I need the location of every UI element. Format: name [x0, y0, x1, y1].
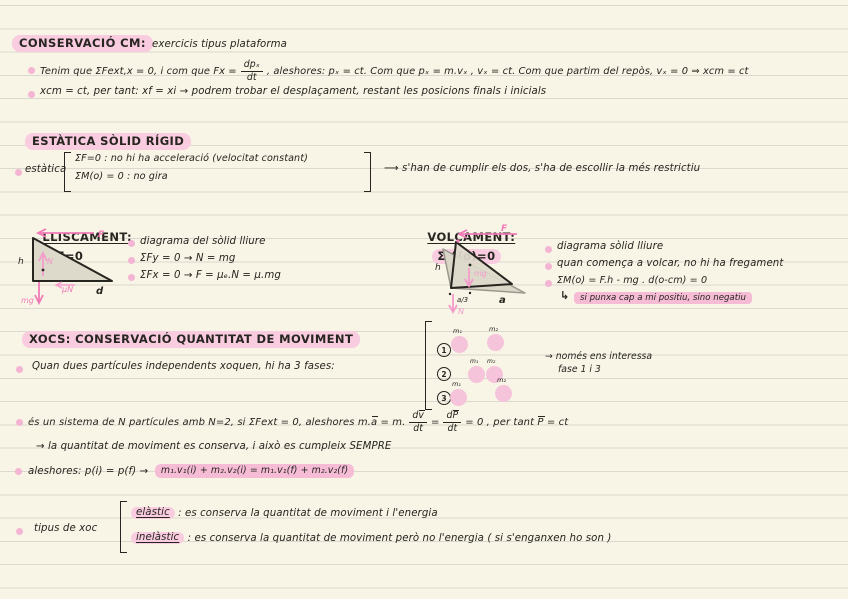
mass-label: m₁: [453, 327, 462, 335]
label-h: h: [435, 263, 441, 273]
bullet-dot: [545, 263, 552, 270]
label-h: h: [18, 257, 24, 267]
volcament-diagram: F h a a/3 mg N: [435, 224, 526, 316]
wedge-triangle: [32, 237, 113, 282]
estatica-condition-2: ΣM(o) = 0 : no gira: [75, 171, 168, 182]
label-F: F: [98, 230, 105, 240]
particle-m2: [486, 366, 503, 383]
tipping-triangle: [450, 241, 513, 289]
conservacio-line-1: Tenim que ΣFext,x = 0, i com que Fx = dp…: [40, 58, 749, 84]
mass-label: m₁: [470, 358, 479, 365]
lliscament-bullet-1: diagrama del sòlid lliure: [140, 236, 266, 247]
vector-P: P: [537, 415, 545, 428]
xocs-aleshores-line: aleshores: p(i) = p(f) → m₁.v₁(i) + m₂.v…: [28, 462, 355, 480]
term-elastic: elàstic: [131, 507, 175, 519]
volcament-bullet-2: quan comença a volcar, no hi ha fregamen…: [557, 258, 784, 269]
tipus-label: tipus de xoc: [34, 523, 98, 534]
tipus-elastic-line: elàstic : es conserva la quantitat de mo…: [131, 504, 438, 522]
left-bracket: [120, 501, 127, 553]
mass-label: m₂: [487, 358, 496, 365]
conservacio-line-2: xcm = ct, per tant: xf = xi → podrem tro…: [40, 86, 547, 97]
mass-label: m₂: [489, 325, 498, 333]
phase-number: 3: [437, 391, 451, 405]
left-bracket: [425, 321, 432, 410]
bullet-dot: [545, 246, 552, 253]
volcament-sign-note: si punxa cap a mi positiu, sino negatiu: [574, 292, 752, 304]
label-a: a: [499, 295, 506, 306]
lliscament-bullet-2: ΣFy = 0 → N = mg: [140, 253, 236, 264]
estatica-note: ⟶ s'han de cumplir els dos, s'ha de esco…: [384, 163, 701, 174]
phase-number: 2: [437, 367, 451, 381]
collision-phases-diagram: 1 m₁ m₂ 2 m₁ m₂ 3 m₁ m₂: [425, 318, 545, 413]
lliscament-diagram: F N mg μN h d: [18, 228, 113, 306]
label-N: N: [47, 257, 53, 266]
corner-arrow-icon: ↳: [560, 289, 570, 302]
term-inelastic: inelàstic: [131, 532, 185, 544]
bullet-dot: [128, 257, 135, 264]
tipus-inelastic-line: inelàstic : es conserva la quantitat de …: [131, 529, 611, 547]
estatica-label: estàtica: [25, 164, 67, 175]
left-bracket: [64, 152, 71, 192]
center-of-mass-dot: [468, 263, 472, 267]
label-a-thirds: a/3: [457, 296, 468, 304]
bullet-dot: [15, 468, 22, 475]
bullet-dot: [28, 67, 35, 74]
mass-label: m₂: [497, 376, 506, 384]
formula-text: Tenim que ΣFext,x = 0, i com que Fx =: [40, 65, 237, 77]
formula-text: aleshores: p(i) = p(f) →: [28, 465, 155, 477]
highlighted-equation: m₁.v₁(i) + m₂.v₂(i) = m₁.v₁(f) + m₂.v₂(f…: [154, 464, 355, 478]
particle-m1: [450, 389, 467, 406]
formula-text: , aleshores: pₓ = ct. Com que pₓ = m.vₓ …: [266, 65, 749, 77]
lliscament-bullet-3: ΣFx = 0 → F = μₑ.N = μ.mg: [140, 270, 281, 281]
formula-text: és un sistema de N partícules amb N=2, s…: [28, 416, 371, 428]
particle-m2: [487, 334, 504, 351]
bullet-dot: [16, 528, 23, 535]
label-F: F: [501, 224, 508, 234]
fraction-dpx-dt: dpₓ dt: [240, 59, 263, 83]
bullet-dot: [128, 240, 135, 247]
volcament-bullet-3: ΣM(o) = F.h - mg . d(o-cm) = 0: [557, 275, 708, 286]
bullet-dot: [545, 280, 552, 287]
bullet-dot: [28, 91, 35, 98]
label-mg: mg: [21, 296, 34, 305]
particle-m1: [451, 336, 468, 353]
xocs-system-line: és un sistema de N partícules amb N=2, s…: [28, 409, 569, 434]
label-N: N: [458, 307, 464, 316]
xocs-conserva-line: → la quantitat de moviment es conserva, …: [36, 441, 392, 452]
xocs-bullet-1: Quan dues partícules independents xoquen…: [32, 361, 335, 372]
label-muN: μN: [61, 285, 73, 294]
center-of-mass-dot: [41, 268, 45, 272]
right-bracket: [364, 152, 371, 192]
phases-note-line-1: → només ens interessa: [545, 351, 653, 362]
conservacio-subtitle: exercicis tipus plataforma: [152, 39, 288, 50]
vector-a: a: [370, 415, 379, 428]
phases-note-line-2: fase 1 i 3: [558, 364, 601, 375]
bullet-dot: [16, 366, 23, 373]
particle-m2: [495, 385, 512, 402]
volcament-bullet-1: diagrama sòlid lliure: [557, 241, 664, 252]
label-mg: mg: [474, 269, 487, 278]
bullet-dot: [15, 169, 22, 176]
section-title-conservacio-cm: CONSERVACIÓ CM:: [12, 35, 153, 52]
particle-m1: [468, 366, 485, 383]
label-d: d: [96, 286, 104, 297]
section-title-estatica: ESTÀTICA SÒLID RÍGID: [25, 133, 192, 150]
bullet-dot: [128, 274, 135, 281]
bullet-dot: [16, 419, 23, 426]
mass-label: m₁: [452, 380, 461, 388]
phase-number: 1: [437, 343, 451, 357]
estatica-condition-1: ΣF=0 : no hi ha acceleració (velocitat c…: [75, 153, 308, 164]
section-title-xocs: XOCS: CONSERVACIÓ QUANTITAT DE MOVIMENT: [22, 331, 361, 348]
